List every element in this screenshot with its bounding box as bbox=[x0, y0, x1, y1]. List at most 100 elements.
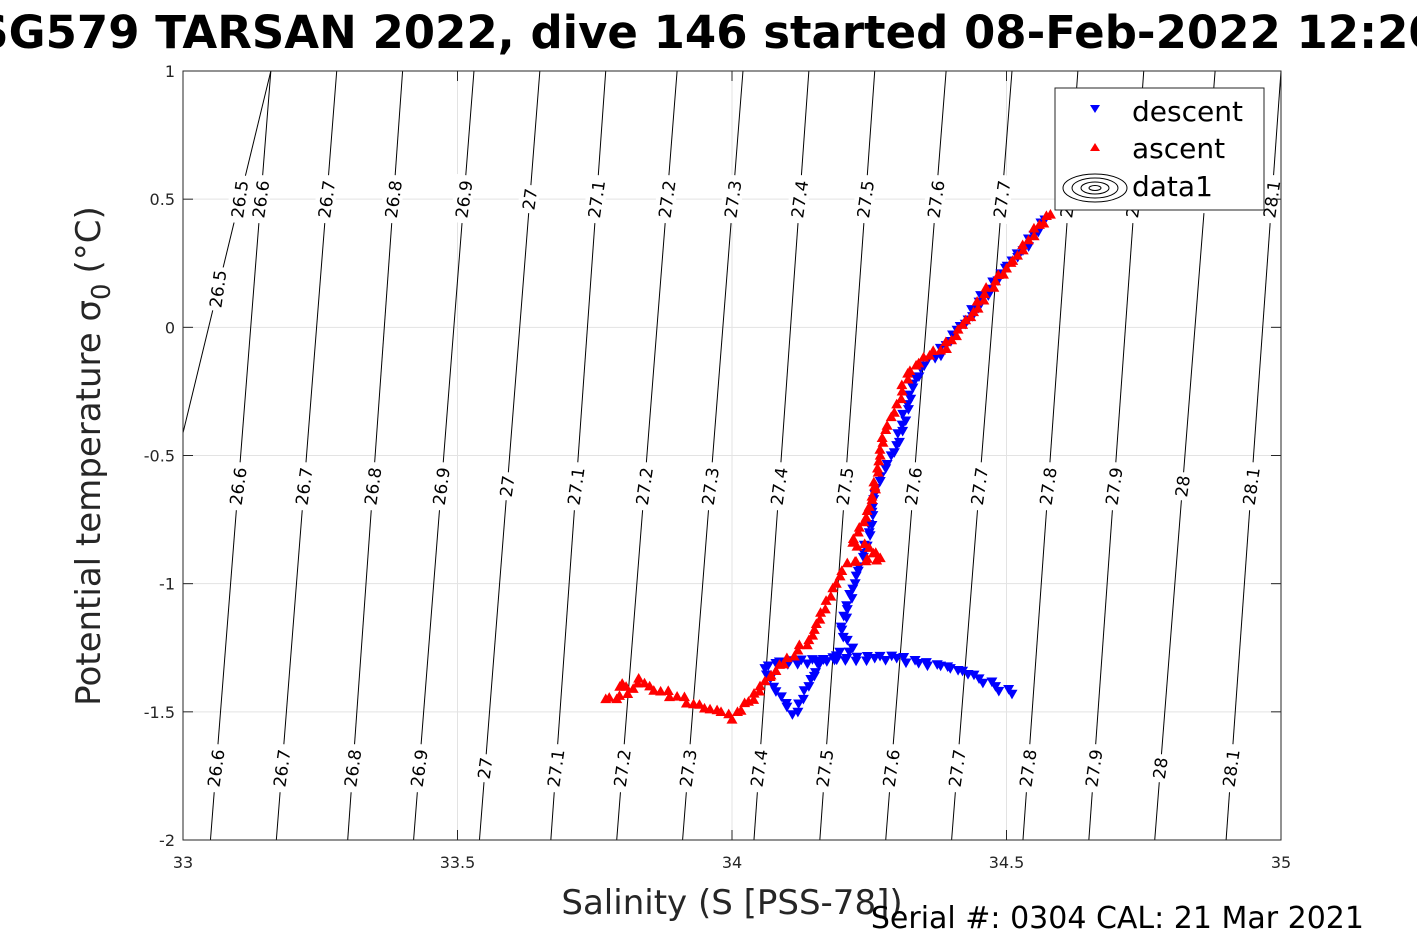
descent-point bbox=[891, 441, 903, 451]
descent-point bbox=[849, 579, 861, 589]
ascent-point bbox=[678, 691, 690, 702]
contour-label-bg bbox=[379, 173, 406, 225]
ascent-point bbox=[1017, 239, 1029, 250]
ascent-point bbox=[1011, 250, 1023, 260]
ascent-point bbox=[764, 671, 776, 682]
ascent-point bbox=[1005, 257, 1017, 267]
ascent-point bbox=[871, 554, 883, 565]
ascent-point bbox=[851, 540, 863, 551]
x-tick-label: 33 bbox=[173, 853, 193, 872]
descent-point bbox=[843, 647, 855, 658]
x-axis-ticks: 33 33.5 34 34.5 35 bbox=[173, 71, 1291, 872]
legend-entry-ascent: ascent bbox=[1132, 132, 1225, 165]
ascent-point bbox=[902, 367, 914, 378]
descent-point bbox=[805, 675, 817, 685]
y-tick-label: -1.5 bbox=[144, 703, 175, 722]
ascent-point bbox=[827, 582, 839, 593]
descent-point bbox=[913, 659, 925, 669]
ascent-point bbox=[841, 557, 853, 568]
contour-label-bg bbox=[223, 460, 251, 512]
y-axis-label: Potential temperature σ0 (°C) bbox=[69, 206, 117, 706]
contour-label-bg bbox=[943, 742, 970, 794]
ascent-point bbox=[633, 673, 645, 683]
ascent-point bbox=[924, 350, 936, 360]
contour-label-bg bbox=[494, 470, 519, 502]
ascent-point bbox=[726, 714, 738, 724]
descent-point bbox=[874, 651, 886, 662]
descent-point bbox=[907, 383, 919, 394]
ascent-point bbox=[940, 336, 952, 347]
contour-label-bg bbox=[1216, 742, 1244, 794]
descent-point bbox=[852, 566, 864, 577]
descent-point bbox=[793, 699, 805, 710]
ascent-point bbox=[979, 288, 991, 299]
contour-label-bg bbox=[1147, 752, 1172, 784]
ascent-point bbox=[918, 351, 930, 362]
contour-label-bg bbox=[561, 460, 589, 512]
contour-label-bg bbox=[764, 460, 792, 512]
descent-point bbox=[977, 678, 989, 689]
descent-point bbox=[831, 655, 843, 666]
y-axis-label-main: Potential temperature σ bbox=[69, 300, 109, 706]
descent-point bbox=[880, 656, 892, 666]
ascent-point bbox=[990, 275, 1002, 286]
contour-label: 28 bbox=[1150, 756, 1173, 780]
ascent-point bbox=[793, 639, 805, 650]
y-axis-label-subscript: 0 bbox=[87, 283, 117, 300]
descent-point bbox=[795, 655, 807, 666]
ascent-point bbox=[754, 680, 766, 691]
contour-label-bg bbox=[225, 173, 252, 225]
contour-label-bg bbox=[630, 460, 657, 512]
ascent-point bbox=[852, 526, 864, 537]
descent-point bbox=[905, 394, 917, 405]
ascent-point bbox=[876, 432, 888, 443]
descent-point bbox=[861, 656, 873, 667]
descent-point bbox=[821, 657, 833, 667]
contour-label-bg bbox=[921, 173, 949, 225]
ascent-point bbox=[748, 688, 760, 698]
ascent-point bbox=[773, 659, 785, 669]
descent-point bbox=[902, 405, 914, 415]
ascent-point bbox=[1033, 219, 1045, 229]
ascent-point bbox=[820, 595, 832, 605]
descent-point bbox=[841, 613, 853, 624]
descent-point bbox=[780, 699, 792, 709]
contour-label-bg bbox=[1099, 460, 1127, 512]
contour-label-bg bbox=[427, 460, 454, 512]
contour-label-bg bbox=[718, 173, 746, 225]
y-tick-label: -2 bbox=[159, 831, 175, 850]
y-tick-label: -1 bbox=[159, 575, 175, 594]
legend: descent ascent data1 bbox=[1054, 87, 1265, 211]
descent-point bbox=[836, 625, 848, 636]
descent-point bbox=[841, 605, 853, 615]
ascent-point bbox=[858, 516, 870, 527]
x-axis-label: Salinity (S [PSS-78]) bbox=[561, 883, 902, 923]
descent-point bbox=[806, 655, 818, 665]
legend-entry-descent: descent bbox=[1132, 95, 1243, 128]
contour-label-bg bbox=[516, 183, 541, 215]
contour-label-bg bbox=[449, 173, 477, 225]
ascent-point bbox=[957, 319, 969, 329]
y-tick-label: 0.5 bbox=[150, 190, 175, 209]
descent-point bbox=[897, 409, 909, 420]
contour-label-bg bbox=[877, 742, 904, 794]
contour-label-bg bbox=[965, 460, 992, 512]
ascent-point bbox=[863, 542, 875, 552]
descent-point bbox=[885, 451, 897, 461]
ascent-point bbox=[815, 607, 827, 617]
descent-point bbox=[786, 710, 798, 720]
ascent-point bbox=[632, 677, 644, 688]
ascent-point bbox=[874, 444, 886, 454]
contour-label-bg bbox=[744, 742, 772, 794]
ascent-point bbox=[891, 398, 903, 409]
contour-label-bg bbox=[358, 460, 386, 512]
ascent-point bbox=[971, 296, 983, 306]
contour-label: 27 bbox=[497, 474, 520, 498]
ascent-point bbox=[873, 455, 885, 466]
descent-point bbox=[850, 571, 862, 582]
contour-label-bg bbox=[338, 742, 366, 794]
descent-point bbox=[957, 666, 969, 677]
descent-point bbox=[993, 686, 1005, 697]
contour-label-bg bbox=[289, 460, 317, 512]
contour-label-bg bbox=[899, 460, 926, 512]
